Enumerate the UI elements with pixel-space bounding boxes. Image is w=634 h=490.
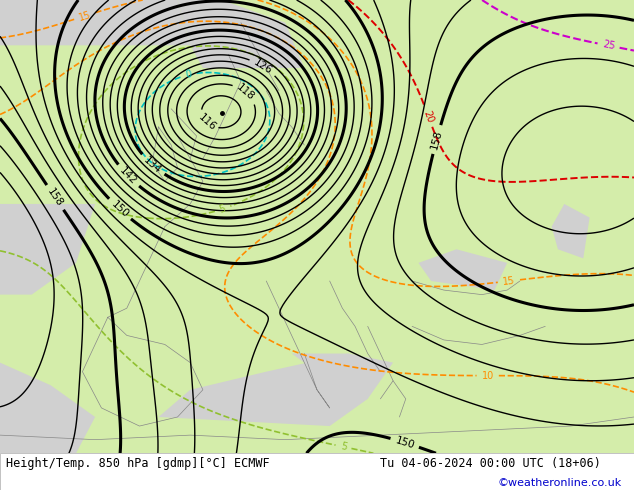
Polygon shape bbox=[552, 204, 590, 258]
Text: 5: 5 bbox=[218, 203, 227, 215]
Text: Height/Temp. 850 hPa [gdmp][°C] ECMWF: Height/Temp. 850 hPa [gdmp][°C] ECMWF bbox=[6, 457, 270, 470]
Text: 118: 118 bbox=[235, 82, 257, 103]
Polygon shape bbox=[158, 354, 393, 426]
Text: ©weatheronline.co.uk: ©weatheronline.co.uk bbox=[497, 478, 621, 489]
Text: 150: 150 bbox=[394, 435, 416, 450]
Text: 5: 5 bbox=[339, 441, 347, 452]
Polygon shape bbox=[418, 249, 507, 290]
Polygon shape bbox=[0, 453, 634, 490]
Text: 158: 158 bbox=[429, 128, 444, 150]
Text: 20: 20 bbox=[422, 109, 435, 124]
Text: 150: 150 bbox=[109, 199, 131, 220]
Text: 15: 15 bbox=[77, 9, 92, 23]
Polygon shape bbox=[178, 0, 304, 68]
Text: 158: 158 bbox=[46, 186, 65, 208]
Text: 25: 25 bbox=[602, 40, 616, 52]
Polygon shape bbox=[292, 354, 368, 408]
Polygon shape bbox=[0, 0, 190, 46]
Polygon shape bbox=[0, 204, 95, 294]
Polygon shape bbox=[0, 0, 634, 453]
Text: Tu 04-06-2024 00:00 UTC (18+06): Tu 04-06-2024 00:00 UTC (18+06) bbox=[380, 457, 601, 470]
Text: 116: 116 bbox=[197, 112, 218, 133]
Text: 15: 15 bbox=[502, 275, 515, 287]
Text: 142: 142 bbox=[118, 165, 139, 187]
Polygon shape bbox=[0, 363, 95, 453]
Text: 0: 0 bbox=[184, 69, 193, 80]
Text: 126: 126 bbox=[252, 57, 274, 76]
Text: 134: 134 bbox=[142, 155, 164, 175]
Text: 10: 10 bbox=[482, 370, 494, 381]
